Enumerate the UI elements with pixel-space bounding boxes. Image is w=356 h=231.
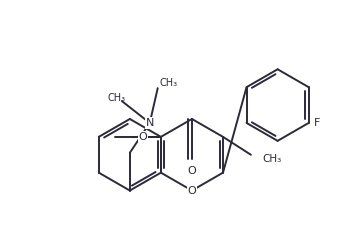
Text: CH₃: CH₃ [263, 154, 282, 164]
Text: O: O [138, 132, 147, 142]
Text: CH₃: CH₃ [108, 93, 126, 103]
Text: CH₃: CH₃ [160, 78, 178, 88]
Text: N: N [146, 118, 154, 128]
Text: F: F [314, 118, 320, 128]
Text: O: O [188, 185, 196, 196]
Text: O: O [188, 166, 196, 176]
